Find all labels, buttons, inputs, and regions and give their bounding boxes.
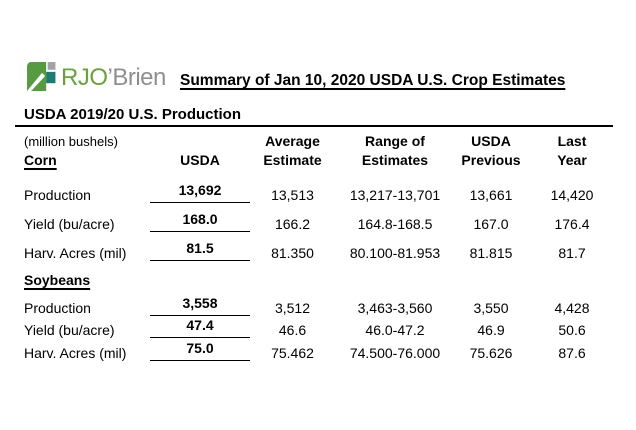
group-header-soybeans-wrap: Soybeans (24, 271, 90, 290)
usda-value: 81.5 (150, 240, 250, 261)
header-usda-label: USDA (180, 152, 220, 168)
table-row-corn-yield: Yield (bu/acre) 168.0 166.2 164.8-168.5 … (15, 211, 617, 232)
section-divider (15, 125, 613, 127)
row-label: Harv. Acres (mil) (24, 345, 127, 361)
range-value: 164.8-168.5 (357, 216, 433, 232)
usda-previous-value: 3,550 (473, 300, 509, 316)
usda-value: 3,558 (150, 295, 250, 316)
usda-previous-value: 81.815 (469, 245, 513, 261)
header-usda-previous: USDA Previous (461, 133, 521, 168)
usda-value: 168.0 (150, 211, 250, 232)
unit-note: (million bushels) (24, 134, 118, 149)
usda-value: 13,692 (150, 182, 250, 203)
range-value: 13,217-13,701 (349, 187, 441, 203)
rjobrien-logo-icon (27, 62, 56, 91)
last-year-value: 81.7 (558, 245, 586, 261)
avg-estimate-value: 3,512 (274, 300, 311, 316)
group-header-corn: Corn (24, 152, 57, 168)
usda-previous-value: 13,661 (469, 187, 513, 203)
row-label: Harv. Acres (mil) (24, 245, 127, 261)
row-label: Yield (bu/acre) (24, 322, 115, 338)
row-label: Production (24, 187, 91, 203)
avg-estimate-value: 13,513 (271, 187, 314, 203)
header-average-estimate: Average Estimate (263, 133, 322, 168)
row-label: Yield (bu/acre) (24, 216, 115, 232)
usda-previous-value: 46.9 (477, 322, 505, 338)
last-year-value: 50.6 (558, 322, 586, 338)
header-range-of-estimates: Range of Estimates (361, 133, 429, 168)
table-row-soy-yield: Yield (bu/acre) 47.4 46.6 46.0-47.2 46.9… (15, 317, 617, 338)
row-label: Production (24, 300, 91, 316)
table-row-corn-production: Production 13,692 13,513 13,217-13,701 1… (15, 182, 617, 203)
avg-estimate-value: 166.2 (274, 216, 311, 232)
avg-estimate-value: 75.462 (271, 345, 314, 361)
last-year-value: 87.6 (558, 345, 586, 361)
report-title: Summary of Jan 10, 2020 USDA U.S. Crop E… (180, 72, 566, 89)
header-label-cell: (million bushels) Corn (15, 132, 150, 170)
range-value: 80.100-81.953 (349, 245, 441, 261)
group-header-soybeans: Soybeans (24, 272, 91, 288)
table-row-soy-production: Production 3,558 3,512 3,463-3,560 3,550… (15, 295, 617, 316)
usda-previous-value: 75.626 (469, 345, 513, 361)
last-year-value: 4,428 (554, 300, 590, 316)
last-year-value: 14,420 (550, 187, 594, 203)
range-value: 74.500-76.000 (349, 345, 441, 361)
usda-value: 75.0 (150, 340, 250, 361)
table-row-soy-harv-acres: Harv. Acres (mil) 75.0 75.462 74.500-76.… (15, 340, 617, 361)
header-last-year: Last Year (557, 133, 587, 168)
brand-name: RJO’Brien (61, 65, 166, 91)
range-value: 3,463-3,560 (357, 300, 433, 316)
table-header-row: (million bushels) Corn USDA Average Esti… (15, 132, 617, 170)
avg-estimate-value: 46.6 (278, 322, 307, 338)
usda-value: 47.4 (150, 317, 250, 338)
table-row-corn-harv-acres: Harv. Acres (mil) 81.5 81.350 80.100-81.… (15, 240, 617, 261)
avg-estimate-value: 81.350 (271, 245, 314, 261)
last-year-value: 176.4 (554, 216, 590, 232)
brand-name-secondary: ’Brien (107, 64, 167, 91)
brand-logo: RJO’Brien (26, 61, 166, 92)
section-title: USDA 2019/20 U.S. Production (24, 106, 242, 123)
brand-name-primary: RJO (61, 64, 108, 91)
header-usda: USDA (150, 132, 250, 170)
range-value: 46.0-47.2 (365, 322, 425, 338)
usda-previous-value: 167.0 (473, 216, 509, 232)
